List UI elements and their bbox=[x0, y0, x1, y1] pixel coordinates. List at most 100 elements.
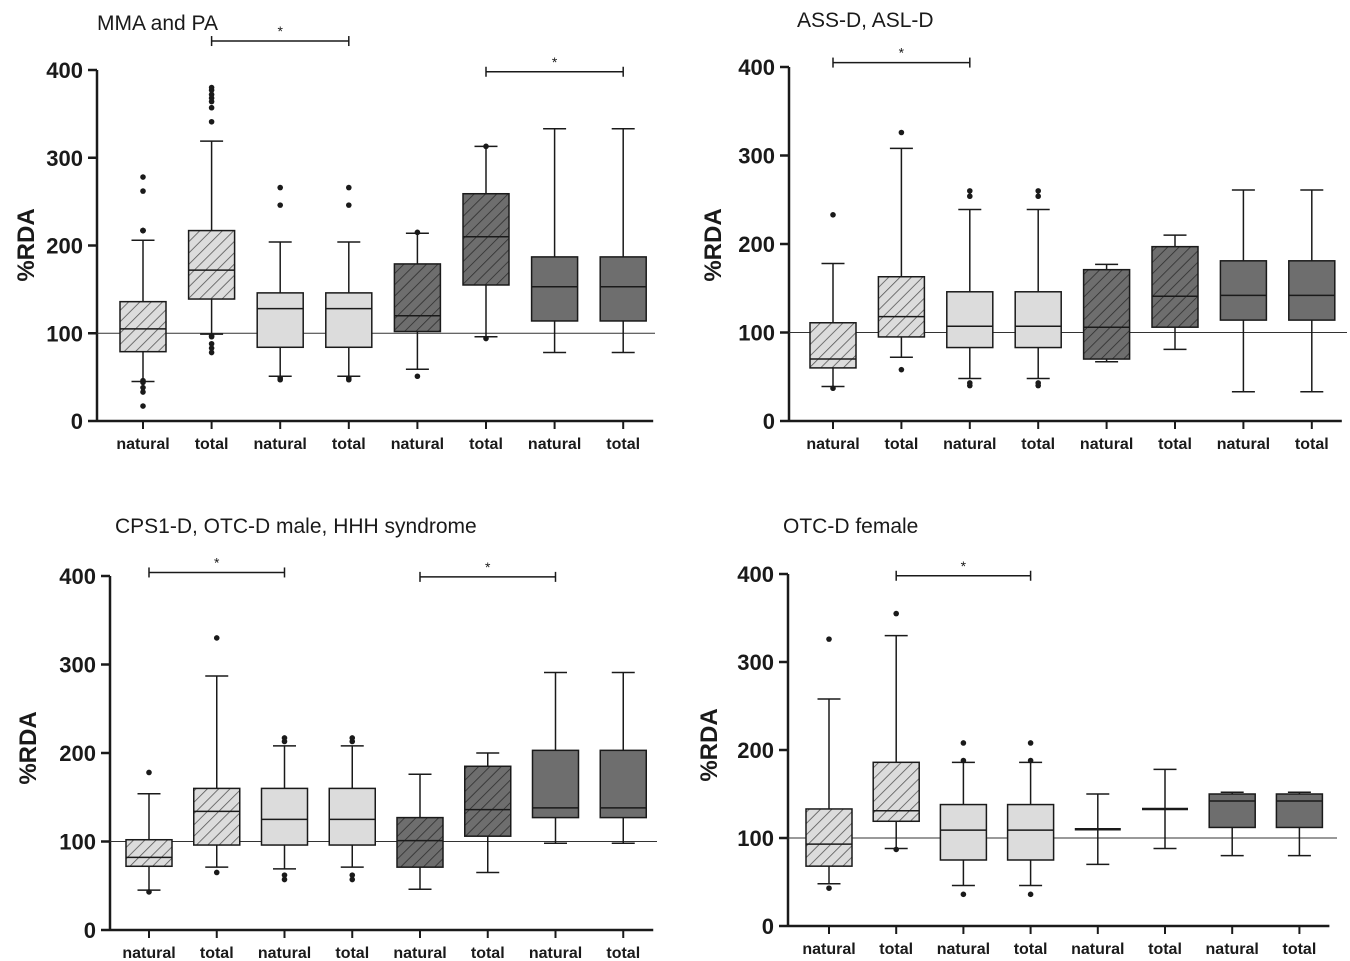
x-tick-label: total bbox=[1021, 436, 1055, 453]
iqr-box bbox=[946, 291, 994, 349]
y-tick-label: 300 bbox=[737, 650, 774, 675]
outlier-point bbox=[1035, 193, 1041, 200]
box-plot bbox=[530, 128, 579, 354]
iqr-box bbox=[1151, 245, 1199, 328]
iqr-box bbox=[325, 292, 373, 349]
box-plot bbox=[328, 735, 376, 883]
box-plot bbox=[1151, 234, 1199, 351]
box-plot bbox=[1142, 768, 1188, 850]
iqr-box bbox=[393, 263, 442, 333]
significance-star: * bbox=[552, 54, 558, 70]
x-tick-label: total bbox=[879, 941, 913, 958]
outlier-point bbox=[208, 349, 215, 356]
outlier-point bbox=[1027, 740, 1034, 746]
y-tick-label: 200 bbox=[59, 741, 96, 766]
outlier-point bbox=[1035, 188, 1041, 194]
box-plot bbox=[1288, 189, 1336, 393]
outlier-point bbox=[281, 735, 288, 741]
iqr-box bbox=[1219, 260, 1268, 321]
x-tick-label: total bbox=[200, 945, 234, 961]
box-plot bbox=[1074, 793, 1121, 866]
iqr-box bbox=[872, 761, 920, 823]
outlier-point bbox=[146, 769, 152, 776]
iqr-box bbox=[1208, 793, 1256, 829]
outlier-point bbox=[208, 84, 215, 91]
y-tick-label: 200 bbox=[737, 738, 774, 763]
iqr-box bbox=[1014, 291, 1062, 349]
significance-star: * bbox=[277, 23, 283, 39]
box-plot bbox=[462, 143, 510, 342]
box-plot bbox=[1275, 791, 1324, 857]
iqr-box bbox=[599, 749, 647, 819]
y-tick-label: 100 bbox=[738, 321, 775, 346]
x-tick-label: total bbox=[1148, 941, 1182, 958]
significance-bracket: * bbox=[485, 54, 624, 77]
box-plot bbox=[872, 610, 920, 853]
outlier-point bbox=[140, 403, 146, 409]
x-tick-label: natural bbox=[116, 436, 169, 453]
outlier-point bbox=[346, 375, 352, 381]
chart-panel: CPS1-D, OTC-D male, HHH syndrome %RDA 0 100… bbox=[15, 515, 657, 961]
outlier-point bbox=[960, 740, 967, 746]
x-tick-label: natural bbox=[254, 436, 307, 453]
box-plot bbox=[393, 229, 442, 380]
y-tick-label: 0 bbox=[71, 409, 83, 434]
iqr-box bbox=[1006, 803, 1055, 861]
outlier-point bbox=[281, 872, 288, 878]
x-tick-label: natural bbox=[1217, 436, 1270, 453]
outlier-point bbox=[281, 876, 288, 883]
box-plot bbox=[1006, 740, 1055, 898]
box-plot bbox=[119, 174, 167, 409]
y-tick-label: 0 bbox=[762, 914, 774, 939]
x-tick-label: natural bbox=[391, 436, 444, 453]
outlier-point bbox=[277, 375, 284, 381]
box-plot bbox=[464, 752, 512, 874]
outlier-point bbox=[826, 636, 832, 642]
box-plot bbox=[260, 735, 309, 883]
outlier-point bbox=[960, 757, 967, 764]
outlier-point bbox=[967, 193, 973, 200]
significance-bracket: * bbox=[832, 45, 971, 68]
x-tick-label: total bbox=[1158, 436, 1192, 453]
box-plot bbox=[946, 188, 994, 389]
outlier-point bbox=[898, 366, 905, 373]
iqr-box bbox=[119, 300, 167, 353]
box-plot bbox=[125, 769, 173, 895]
outlier-point bbox=[346, 202, 352, 208]
box-plot bbox=[599, 128, 647, 354]
y-tick-label: 300 bbox=[738, 144, 775, 169]
outlier-point bbox=[213, 635, 220, 641]
y-tick-label: 200 bbox=[46, 234, 83, 259]
box-plot bbox=[187, 84, 236, 356]
iqr-box bbox=[187, 229, 236, 300]
iqr-box bbox=[256, 292, 304, 349]
outlier-point bbox=[140, 188, 146, 194]
significance-star: * bbox=[214, 554, 220, 570]
y-tick-label: 400 bbox=[46, 58, 83, 83]
iqr-box bbox=[464, 765, 512, 837]
significance-bracket: * bbox=[419, 559, 557, 582]
outlier-point bbox=[414, 229, 421, 236]
x-tick-label: total bbox=[1283, 941, 1317, 958]
iqr-box bbox=[939, 803, 988, 861]
x-tick-label: total bbox=[1014, 941, 1048, 958]
significance-star: * bbox=[961, 558, 967, 574]
outlier-point bbox=[208, 333, 215, 339]
y-axis-label: %RDA bbox=[15, 711, 42, 784]
outlier-point bbox=[1027, 891, 1034, 898]
iqr-box bbox=[260, 787, 309, 846]
outlier-point bbox=[208, 91, 215, 98]
iqr-box bbox=[328, 787, 376, 846]
box-plot bbox=[1082, 263, 1131, 363]
iqr-box bbox=[531, 749, 580, 819]
x-tick-label: total bbox=[195, 436, 229, 453]
outlier-point bbox=[146, 889, 152, 895]
outlier-point bbox=[898, 129, 905, 136]
iqr-box bbox=[809, 322, 857, 369]
outlier-point bbox=[208, 340, 215, 347]
y-tick-label: 400 bbox=[737, 562, 774, 587]
iqr-box bbox=[125, 838, 173, 868]
outlier-point bbox=[208, 104, 215, 111]
x-tick-label: natural bbox=[943, 436, 996, 453]
box-plot bbox=[396, 773, 444, 891]
